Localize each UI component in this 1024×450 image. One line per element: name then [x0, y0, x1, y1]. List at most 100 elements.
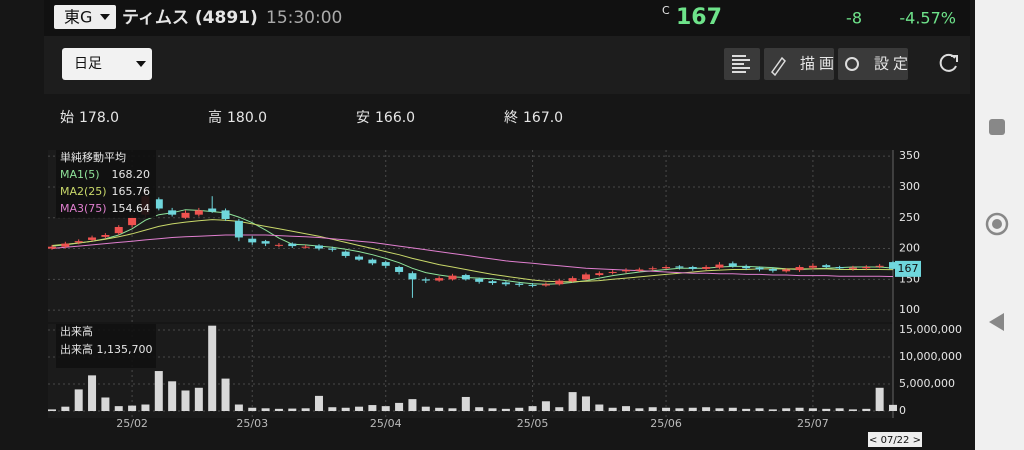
- pencil-icon: [771, 56, 786, 77]
- change: -8: [846, 9, 862, 28]
- candle-body: [848, 267, 857, 269]
- volume-bar: [782, 408, 791, 411]
- legend-name: MA1(5): [60, 168, 100, 181]
- candle-body: [501, 282, 510, 285]
- ohlc-label: 終: [504, 110, 518, 126]
- volume-bar: [461, 396, 470, 411]
- volume-bar: [648, 407, 657, 411]
- volume-bar: [475, 407, 484, 411]
- candle-body: [768, 268, 777, 271]
- volume-bar: [208, 325, 217, 411]
- candle-body: [688, 267, 697, 269]
- refresh-icon[interactable]: [939, 53, 957, 72]
- volume-bar: [194, 387, 203, 411]
- y-tick-label: 200: [899, 242, 920, 255]
- volume-bar: [675, 408, 684, 411]
- volume-tick-label: 10,000,000: [899, 350, 962, 363]
- volume-bar: [355, 406, 364, 411]
- volume-bar: [368, 405, 377, 411]
- candle-body: [395, 267, 404, 272]
- back-button[interactable]: [989, 313, 1004, 331]
- ohlc-label: 高: [208, 109, 222, 126]
- legend-title: 単純移動平均: [60, 150, 126, 164]
- candle-body: [261, 241, 270, 244]
- recent-button[interactable]: [989, 119, 1005, 135]
- draw-button[interactable]: [764, 48, 834, 80]
- y-tick-label: 100: [899, 303, 920, 316]
- candle-body: [595, 273, 604, 276]
- candle-body: [488, 281, 497, 284]
- volume-bar: [234, 404, 243, 411]
- volume-title: 出来高: [60, 324, 93, 338]
- candle-body: [555, 280, 564, 285]
- volume-bar: [221, 378, 230, 411]
- volume-bar: [742, 408, 751, 411]
- candle-body: [728, 263, 737, 267]
- x-tick-label: 25/06: [650, 417, 682, 430]
- y-tick-label: 350: [899, 149, 920, 162]
- settings-button[interactable]: [838, 48, 908, 80]
- legend-value: 168.20: [112, 168, 151, 181]
- list-icon: [732, 55, 750, 73]
- volume-bar: [875, 387, 884, 411]
- candle-body: [274, 244, 283, 246]
- volume-bar: [595, 404, 604, 411]
- volume-bar: [515, 407, 524, 411]
- volume-bar: [314, 395, 323, 411]
- volume-bar: [448, 408, 457, 411]
- candle-body: [889, 262, 897, 269]
- volume-bar: [635, 408, 644, 411]
- volume-bar: [581, 396, 590, 411]
- volume-bar: [715, 408, 724, 411]
- candle-body: [808, 265, 817, 268]
- volume-bar: [288, 408, 297, 411]
- volume-bar: [702, 407, 711, 411]
- volume-bar: [622, 406, 631, 411]
- candle-body: [248, 238, 257, 243]
- gear-icon: [845, 57, 859, 71]
- legend-name: MA2(25): [60, 185, 107, 198]
- candle-body: [541, 284, 550, 286]
- home-button[interactable]: [985, 212, 1009, 236]
- candle-body: [515, 283, 524, 285]
- candle-body: [608, 271, 617, 273]
- volume-bar: [755, 408, 764, 411]
- dropdown-arrow: [100, 14, 110, 20]
- volume-bar: [261, 408, 270, 411]
- volume-bar: [501, 408, 510, 411]
- candle-body: [408, 273, 417, 280]
- volume-bar: [435, 407, 444, 411]
- market-select[interactable]: [54, 5, 116, 29]
- x-tick-label: 25/02: [116, 417, 148, 430]
- y-tick-label: 300: [899, 180, 920, 193]
- volume-bar: [141, 404, 150, 411]
- draw-label: 描画: [800, 55, 838, 73]
- volume-bar: [114, 406, 123, 411]
- volume-tick-label: 15,000,000: [899, 323, 962, 336]
- ohlc-value: 178.0: [79, 110, 119, 126]
- candle-body: [168, 210, 177, 215]
- candle-body: [662, 267, 671, 269]
- volume-bar: [848, 409, 857, 411]
- volume-bar: [889, 404, 897, 411]
- candle-body: [581, 274, 590, 280]
- period-select[interactable]: [62, 48, 152, 80]
- volume-bar: [128, 405, 137, 411]
- cursor-box: [868, 432, 922, 447]
- volume-legend-box: [56, 324, 156, 368]
- candle-body: [448, 275, 457, 280]
- legend-value: 154.64: [112, 202, 151, 215]
- candle-body: [875, 265, 884, 267]
- candle-body: [435, 278, 444, 281]
- volume-bar: [488, 408, 497, 411]
- candle-body: [862, 267, 871, 269]
- volume-bar: [341, 407, 350, 411]
- volume-bar: [822, 408, 831, 411]
- ma-line: [51, 219, 894, 283]
- market: 東G: [64, 8, 92, 27]
- candle-body: [648, 268, 657, 270]
- dropdown-arrow: [136, 61, 146, 67]
- volume-bar: [862, 408, 871, 411]
